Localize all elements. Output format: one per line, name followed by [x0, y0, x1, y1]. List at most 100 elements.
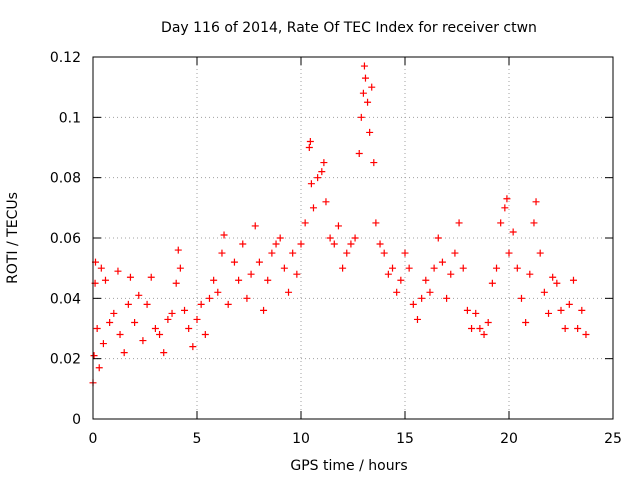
data-point — [230, 258, 238, 266]
data-point — [426, 288, 434, 296]
data-point — [334, 222, 342, 230]
data-point — [366, 128, 374, 136]
data-point — [357, 113, 365, 121]
data-point — [488, 279, 496, 287]
data-point — [156, 331, 164, 339]
data-point — [401, 249, 409, 257]
data-point — [513, 264, 521, 272]
data-point — [472, 309, 480, 317]
data-point — [264, 276, 272, 284]
data-point — [116, 331, 124, 339]
chart-title: Day 116 of 2014, Rate Of TEC Index for r… — [161, 20, 537, 36]
x-tick-label: 15 — [396, 431, 414, 447]
data-point — [131, 318, 139, 326]
data-point — [101, 276, 109, 284]
data-point — [380, 249, 388, 257]
data-point — [326, 234, 334, 242]
data-point — [447, 270, 455, 278]
x-axis-label: GPS time / hours — [290, 458, 407, 474]
data-point — [409, 300, 417, 308]
data-point — [297, 240, 305, 248]
data-point — [351, 234, 359, 242]
y-axis-label: ROTI / TECUs — [5, 192, 21, 284]
data-point — [497, 219, 505, 227]
data-point — [476, 325, 484, 332]
data-point — [174, 246, 182, 254]
y-tick-label: 0.1 — [59, 110, 81, 126]
data-point — [389, 264, 397, 272]
data-point — [582, 331, 590, 339]
data-point — [451, 249, 459, 257]
data-point — [438, 258, 446, 266]
data-point — [561, 325, 569, 332]
data-point — [139, 337, 147, 345]
data-point — [522, 318, 530, 326]
data-point — [120, 349, 128, 357]
x-tick-label: 0 — [89, 431, 98, 447]
data-point — [164, 315, 172, 323]
data-point — [285, 288, 293, 296]
data-point — [536, 249, 544, 257]
data-point — [135, 291, 143, 299]
y-tick-label: 0.06 — [50, 231, 81, 247]
data-point — [305, 144, 313, 151]
data-point — [463, 306, 471, 314]
data-point — [114, 267, 122, 275]
y-tick-label: 0.08 — [50, 171, 81, 187]
x-tick-label: 10 — [292, 431, 310, 447]
data-point — [553, 279, 561, 287]
data-point — [370, 159, 378, 167]
data-point — [106, 318, 114, 326]
data-point — [255, 258, 263, 266]
data-point — [509, 228, 517, 236]
tick-labels: 0 5 10 15 20 25 0 0.02 0.04 0.06 0.08 0.1 0.12 — [50, 50, 622, 447]
data-point — [90, 352, 98, 360]
data-point — [314, 174, 322, 182]
data-point — [339, 264, 347, 272]
data-point — [147, 273, 155, 281]
axis-ticks — [92, 56, 614, 420]
data-point — [318, 168, 326, 176]
data-point — [260, 306, 268, 314]
data-point — [501, 204, 509, 212]
data-point — [210, 276, 218, 284]
data-point — [459, 264, 467, 272]
data-point — [93, 325, 101, 332]
data-point — [405, 264, 413, 272]
data-point — [530, 219, 538, 227]
data-point — [434, 234, 442, 242]
data-point — [276, 234, 284, 242]
data-point — [565, 300, 573, 308]
data-point — [505, 249, 513, 257]
data-point — [360, 62, 368, 70]
data-point — [189, 343, 197, 351]
data-point — [239, 240, 247, 248]
data-point — [172, 279, 180, 287]
data-point — [301, 219, 309, 227]
x-tick-label: 20 — [500, 431, 518, 447]
data-point — [289, 249, 297, 257]
data-point — [526, 270, 534, 278]
data-point — [569, 276, 577, 284]
data-point — [224, 300, 232, 308]
data-point — [468, 325, 476, 332]
data-point — [193, 315, 201, 323]
data-point — [574, 325, 582, 332]
data-point — [251, 222, 259, 230]
data-point — [517, 294, 525, 302]
data-point — [376, 240, 384, 248]
data-point — [361, 74, 369, 82]
data-point — [322, 198, 330, 206]
data-point — [355, 150, 363, 158]
y-tick-label: 0.12 — [50, 50, 81, 66]
data-point — [235, 276, 243, 284]
data-point — [268, 249, 276, 257]
x-tick-label: 5 — [193, 431, 202, 447]
data-point — [540, 288, 548, 296]
data-point — [545, 309, 553, 317]
data-point — [185, 325, 193, 332]
data-point — [480, 331, 488, 339]
data-point — [247, 270, 255, 278]
data-point — [176, 264, 184, 272]
